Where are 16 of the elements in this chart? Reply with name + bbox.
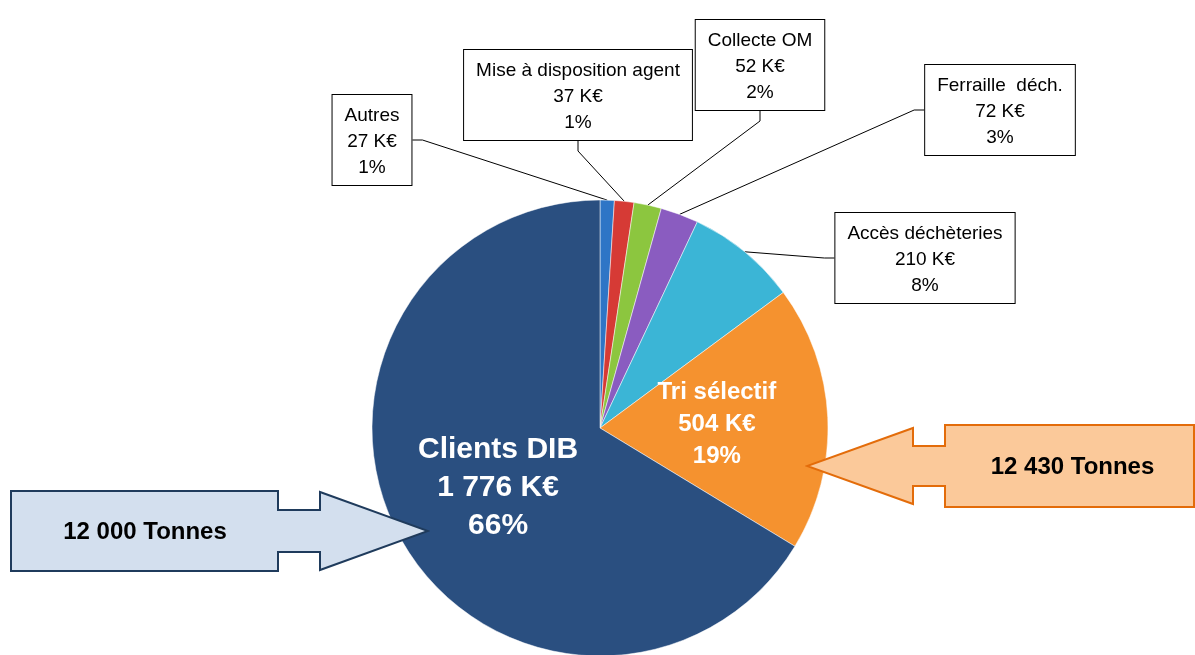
data-label: 37 K€ 1% xyxy=(553,84,604,132)
slice-label: Tri sélectif xyxy=(657,377,778,405)
data-label: 52 K€ 2% xyxy=(735,54,786,102)
text: 12 430 Tonnes xyxy=(989,451,1156,481)
data-label: 72 K€ 3% xyxy=(975,99,1026,147)
data-label: 1 776 K€ 66% xyxy=(437,468,560,540)
slice-label: Accès déchèteries xyxy=(847,221,1003,243)
text: 12 000 Tonnes xyxy=(62,516,228,546)
slice-label: Mise à disposition agent xyxy=(476,58,681,80)
slice-label: Clients DIB xyxy=(418,430,579,464)
slice-label: Autres xyxy=(344,103,400,125)
data-label: 210 K€ 8% xyxy=(894,247,956,295)
data-label: 504 K€ 19% xyxy=(678,409,756,469)
slice-label: Ferraille déch. xyxy=(937,73,1063,95)
slice-label: Collecte OM xyxy=(707,28,813,50)
data-label: 27 K€ 1% xyxy=(347,129,398,177)
